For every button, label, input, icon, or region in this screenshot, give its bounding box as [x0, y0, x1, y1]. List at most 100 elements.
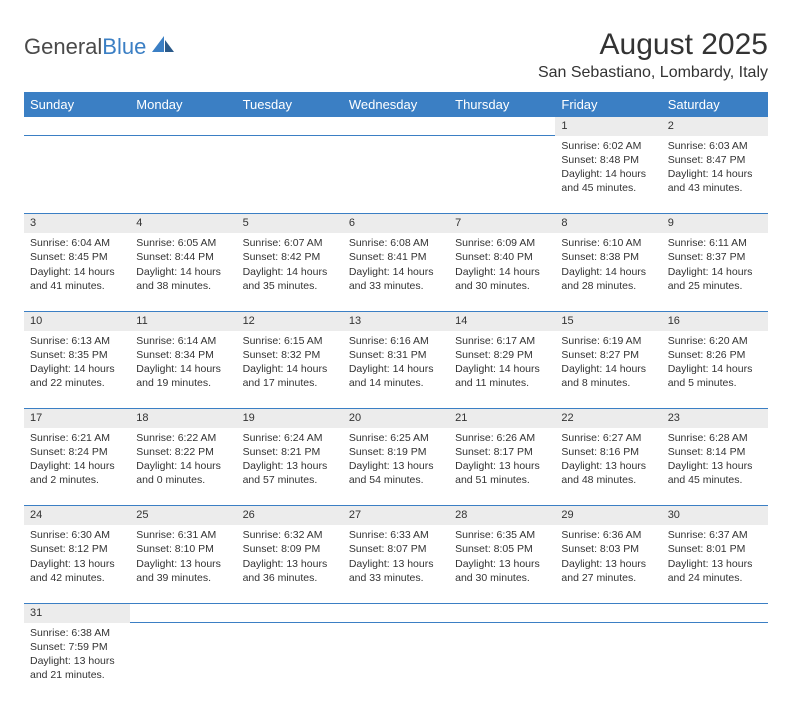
sunrise-text: Sunrise: 6:10 AM	[561, 236, 655, 250]
day-cell: Sunrise: 6:20 AMSunset: 8:26 PMDaylight:…	[662, 331, 768, 409]
sunset-text: Sunset: 8:32 PM	[243, 348, 337, 362]
weekday-header: Friday	[555, 92, 661, 117]
day-cell-body: Sunrise: 6:36 AMSunset: 8:03 PMDaylight:…	[555, 525, 661, 591]
day-cell-body: Sunrise: 6:38 AMSunset: 7:59 PMDaylight:…	[24, 623, 130, 689]
sunset-text: Sunset: 8:41 PM	[349, 250, 443, 264]
day-cell: Sunrise: 6:31 AMSunset: 8:10 PMDaylight:…	[130, 525, 236, 603]
day-number-cell: 2	[662, 117, 768, 136]
sunset-text: Sunset: 8:47 PM	[668, 153, 762, 167]
day-cell: Sunrise: 6:38 AMSunset: 7:59 PMDaylight:…	[24, 623, 130, 701]
day-cell-body: Sunrise: 6:09 AMSunset: 8:40 PMDaylight:…	[449, 233, 555, 299]
sunrise-text: Sunrise: 6:32 AM	[243, 528, 337, 542]
sunset-text: Sunset: 8:14 PM	[668, 445, 762, 459]
day-cell	[343, 623, 449, 701]
sunrise-text: Sunrise: 6:05 AM	[136, 236, 230, 250]
weekday-header-row: SundayMondayTuesdayWednesdayThursdayFrid…	[24, 92, 768, 117]
sunset-text: Sunset: 8:44 PM	[136, 250, 230, 264]
daylight-text: Daylight: 14 hours and 8 minutes.	[561, 362, 655, 390]
sunrise-text: Sunrise: 6:36 AM	[561, 528, 655, 542]
day-cell-body: Sunrise: 6:28 AMSunset: 8:14 PMDaylight:…	[662, 428, 768, 494]
sunset-text: Sunset: 8:21 PM	[243, 445, 337, 459]
sunrise-text: Sunrise: 6:27 AM	[561, 431, 655, 445]
day-cell	[343, 136, 449, 214]
daylight-text: Daylight: 14 hours and 28 minutes.	[561, 265, 655, 293]
sunset-text: Sunset: 8:29 PM	[455, 348, 549, 362]
day-number-row: 12	[24, 117, 768, 136]
sunrise-text: Sunrise: 6:04 AM	[30, 236, 124, 250]
week-content-row: Sunrise: 6:30 AMSunset: 8:12 PMDaylight:…	[24, 525, 768, 603]
sunset-text: Sunset: 8:31 PM	[349, 348, 443, 362]
daylight-text: Daylight: 13 hours and 45 minutes.	[668, 459, 762, 487]
day-cell-body: Sunrise: 6:27 AMSunset: 8:16 PMDaylight:…	[555, 428, 661, 494]
week-content-row: Sunrise: 6:21 AMSunset: 8:24 PMDaylight:…	[24, 428, 768, 506]
sunrise-text: Sunrise: 6:09 AM	[455, 236, 549, 250]
sunrise-text: Sunrise: 6:26 AM	[455, 431, 549, 445]
sunrise-text: Sunrise: 6:30 AM	[30, 528, 124, 542]
day-cell: Sunrise: 6:13 AMSunset: 8:35 PMDaylight:…	[24, 331, 130, 409]
sunrise-text: Sunrise: 6:15 AM	[243, 334, 337, 348]
day-cell-body: Sunrise: 6:10 AMSunset: 8:38 PMDaylight:…	[555, 233, 661, 299]
day-cell-body: Sunrise: 6:03 AMSunset: 8:47 PMDaylight:…	[662, 136, 768, 202]
sunset-text: Sunset: 8:40 PM	[455, 250, 549, 264]
day-cell-body: Sunrise: 6:25 AMSunset: 8:19 PMDaylight:…	[343, 428, 449, 494]
day-cell: Sunrise: 6:16 AMSunset: 8:31 PMDaylight:…	[343, 331, 449, 409]
logo-word-2: Blue	[102, 34, 146, 60]
daylight-text: Daylight: 13 hours and 33 minutes.	[349, 557, 443, 585]
weekday-header: Thursday	[449, 92, 555, 117]
daylight-text: Daylight: 14 hours and 5 minutes.	[668, 362, 762, 390]
day-cell-body: Sunrise: 6:08 AMSunset: 8:41 PMDaylight:…	[343, 233, 449, 299]
day-number-cell	[24, 117, 130, 136]
day-cell	[237, 623, 343, 701]
day-number-cell: 24	[24, 506, 130, 525]
sunset-text: Sunset: 7:59 PM	[30, 640, 124, 654]
title-block: August 2025 San Sebastiano, Lombardy, It…	[538, 28, 768, 82]
day-cell: Sunrise: 6:03 AMSunset: 8:47 PMDaylight:…	[662, 136, 768, 214]
day-cell: Sunrise: 6:17 AMSunset: 8:29 PMDaylight:…	[449, 331, 555, 409]
week-content-row: Sunrise: 6:38 AMSunset: 7:59 PMDaylight:…	[24, 623, 768, 701]
sunrise-text: Sunrise: 6:31 AM	[136, 528, 230, 542]
day-number-cell: 29	[555, 506, 661, 525]
weekday-header: Tuesday	[237, 92, 343, 117]
day-cell: Sunrise: 6:21 AMSunset: 8:24 PMDaylight:…	[24, 428, 130, 506]
day-cell-body: Sunrise: 6:15 AMSunset: 8:32 PMDaylight:…	[237, 331, 343, 397]
sunrise-text: Sunrise: 6:03 AM	[668, 139, 762, 153]
sunrise-text: Sunrise: 6:02 AM	[561, 139, 655, 153]
weekday-header: Saturday	[662, 92, 768, 117]
sunrise-text: Sunrise: 6:24 AM	[243, 431, 337, 445]
day-cell-body: Sunrise: 6:24 AMSunset: 8:21 PMDaylight:…	[237, 428, 343, 494]
day-number-cell: 7	[449, 214, 555, 233]
day-cell: Sunrise: 6:10 AMSunset: 8:38 PMDaylight:…	[555, 233, 661, 311]
sunset-text: Sunset: 8:42 PM	[243, 250, 337, 264]
day-number-cell: 20	[343, 409, 449, 428]
day-number-row: 17181920212223	[24, 409, 768, 428]
day-number-cell: 28	[449, 506, 555, 525]
sunset-text: Sunset: 8:48 PM	[561, 153, 655, 167]
sunrise-text: Sunrise: 6:38 AM	[30, 626, 124, 640]
day-cell-body: Sunrise: 6:35 AMSunset: 8:05 PMDaylight:…	[449, 525, 555, 591]
daylight-text: Daylight: 14 hours and 38 minutes.	[136, 265, 230, 293]
day-cell: Sunrise: 6:22 AMSunset: 8:22 PMDaylight:…	[130, 428, 236, 506]
daylight-text: Daylight: 14 hours and 25 minutes.	[668, 265, 762, 293]
day-number-cell	[343, 117, 449, 136]
daylight-text: Daylight: 14 hours and 22 minutes.	[30, 362, 124, 390]
sunrise-text: Sunrise: 6:35 AM	[455, 528, 549, 542]
day-number-cell: 11	[130, 311, 236, 330]
calendar-table: SundayMondayTuesdayWednesdayThursdayFrid…	[24, 92, 768, 701]
day-cell-body: Sunrise: 6:14 AMSunset: 8:34 PMDaylight:…	[130, 331, 236, 397]
day-cell: Sunrise: 6:37 AMSunset: 8:01 PMDaylight:…	[662, 525, 768, 603]
weekday-header: Monday	[130, 92, 236, 117]
day-cell	[449, 136, 555, 214]
day-number-row: 24252627282930	[24, 506, 768, 525]
day-number-cell: 18	[130, 409, 236, 428]
day-cell-body: Sunrise: 6:05 AMSunset: 8:44 PMDaylight:…	[130, 233, 236, 299]
day-number-cell: 25	[130, 506, 236, 525]
day-number-row: 10111213141516	[24, 311, 768, 330]
sunrise-text: Sunrise: 6:16 AM	[349, 334, 443, 348]
day-number-cell: 1	[555, 117, 661, 136]
daylight-text: Daylight: 13 hours and 24 minutes.	[668, 557, 762, 585]
daylight-text: Daylight: 14 hours and 2 minutes.	[30, 459, 124, 487]
daylight-text: Daylight: 13 hours and 48 minutes.	[561, 459, 655, 487]
day-cell-body: Sunrise: 6:04 AMSunset: 8:45 PMDaylight:…	[24, 233, 130, 299]
daylight-text: Daylight: 13 hours and 30 minutes.	[455, 557, 549, 585]
day-cell	[24, 136, 130, 214]
